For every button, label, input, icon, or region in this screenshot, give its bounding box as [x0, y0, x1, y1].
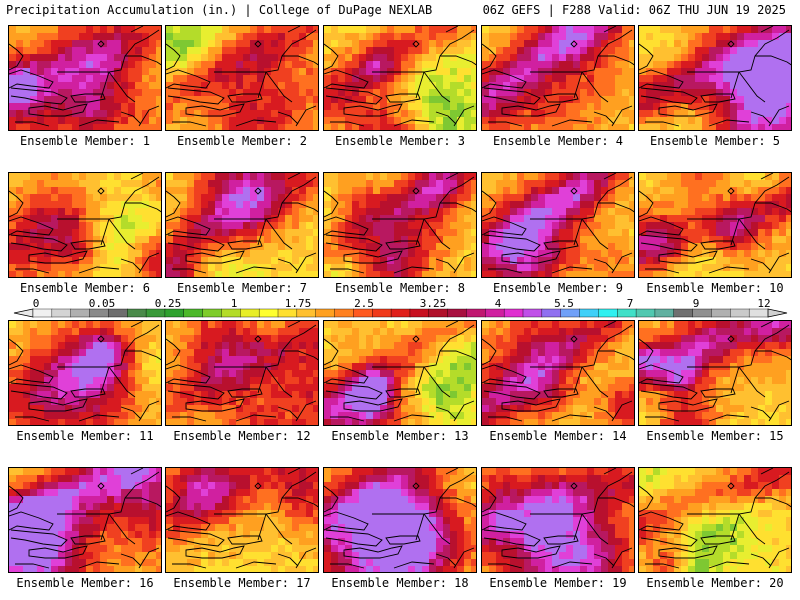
ensemble-member-label: Ensemble Member: 7: [176, 281, 308, 295]
colorbar-tick-label: 5.5: [554, 297, 574, 310]
colorbar-bin: [409, 308, 430, 318]
colorbar-bin: [108, 308, 128, 318]
ensemble-member-label: Ensemble Member: 19: [489, 576, 627, 590]
colorbar-bin: [258, 308, 279, 318]
ensemble-member-map: [323, 172, 477, 278]
ensemble-member-map: [165, 467, 319, 573]
colorbar-scale: [13, 308, 788, 318]
ensemble-member-label: Ensemble Member: 12: [173, 429, 311, 443]
colorbar-bin: [240, 308, 260, 318]
colorbar: 0 0.05 0.25 1 1.75 2.5 3.25 4 5.5 7 9 12: [0, 297, 800, 321]
ensemble-member-label: Ensemble Member: 2: [176, 134, 308, 148]
colorbar-bin: [315, 308, 336, 318]
ensemble-member-label: Ensemble Member: 8: [334, 281, 466, 295]
colorbar-bin: [673, 308, 694, 318]
ensemble-member-label: Ensemble Member: 11: [16, 429, 154, 443]
ensemble-member-map: [323, 467, 477, 573]
ensemble-member-label: Ensemble Member: 9: [492, 281, 624, 295]
ensemble-member-label: Ensemble Member: 5: [649, 134, 781, 148]
ensemble-member-map: [638, 467, 792, 573]
colorbar-bin: [127, 308, 147, 318]
page-title: Precipitation Accumulation (in.) | Colle…: [6, 3, 433, 17]
ensemble-member-map: [165, 320, 319, 426]
ensemble-member-map: [638, 172, 792, 278]
colorbar-bin: [277, 308, 298, 318]
colorbar-bin: [654, 308, 675, 318]
ensemble-member-map: [8, 25, 162, 131]
colorbar-tick-label: 3.25: [419, 297, 447, 310]
colorbar-bin: [711, 308, 731, 318]
ensemble-member-label: Ensemble Member: 3: [334, 134, 466, 148]
ensemble-member-map: [638, 25, 792, 131]
colorbar-bin: [560, 308, 581, 318]
ensemble-member-map: [165, 172, 319, 278]
ensemble-member-label: Ensemble Member: 1: [19, 134, 151, 148]
ensemble-member-map: [481, 467, 635, 573]
ensemble-member-label: Ensemble Member: 4: [492, 134, 624, 148]
colorbar-arrow-right: [767, 308, 788, 318]
colorbar-bin: [164, 308, 185, 318]
colorbar-tick-label: 0: [32, 297, 40, 310]
ensemble-member-label: Ensemble Member: 18: [331, 576, 469, 590]
colorbar-bin: [51, 308, 72, 318]
colorbar-bin: [145, 308, 166, 318]
ensemble-member-label: Ensemble Member: 20: [646, 576, 784, 590]
colorbar-tick-label: 0.25: [154, 297, 182, 310]
colorbar-tick-label: 7: [626, 297, 634, 310]
ensemble-member-map: [8, 172, 162, 278]
colorbar-tick-label: 1.75: [284, 297, 312, 310]
colorbar-bin: [183, 308, 204, 318]
ensemble-member-map: [323, 25, 477, 131]
colorbar-bin: [353, 308, 373, 318]
colorbar-bin: [748, 308, 769, 318]
colorbar-bin: [372, 308, 392, 318]
colorbar-bin: [296, 308, 317, 318]
colorbar-bin: [522, 308, 543, 318]
colorbar-bin: [617, 308, 637, 318]
ensemble-member-label: Ensemble Member: 16: [16, 576, 154, 590]
ensemble-member-label: Ensemble Member: 13: [331, 429, 469, 443]
colorbar-tick-label: 0.05: [88, 297, 116, 310]
colorbar-bin: [541, 308, 562, 318]
ensemble-member-label: Ensemble Member: 6: [19, 281, 151, 295]
ensemble-member-map: [638, 320, 792, 426]
colorbar-bin: [89, 308, 109, 318]
ensemble-member-label: Ensemble Member: 17: [173, 576, 311, 590]
colorbar-arrow-left: [13, 308, 34, 318]
colorbar-bin: [428, 308, 449, 318]
colorbar-tick-label: 4: [494, 297, 502, 310]
ensemble-member-label: Ensemble Member: 15: [646, 429, 784, 443]
colorbar-tick-label: 9: [692, 297, 700, 310]
ensemble-member-label: Ensemble Member: 10: [646, 281, 784, 295]
colorbar-bin: [598, 308, 618, 318]
colorbar-tick-label: 12: [757, 297, 771, 310]
colorbar-bin: [202, 308, 222, 318]
colorbar-bin: [221, 308, 241, 318]
colorbar-bin: [447, 308, 467, 318]
colorbar-tick-label: 2.5: [354, 297, 374, 310]
colorbar-bin: [32, 308, 53, 318]
colorbar-bin: [635, 308, 656, 318]
run-valid-time: 06Z GEFS | F288 Valid: 06Z THU JUN 19 20…: [482, 3, 786, 17]
colorbar-bin: [692, 308, 712, 318]
ensemble-member-map: [8, 320, 162, 426]
ensemble-member-map: [8, 467, 162, 573]
ensemble-member-map: [481, 320, 635, 426]
ensemble-member-map: [481, 25, 635, 131]
colorbar-bin: [503, 308, 524, 318]
colorbar-bin: [334, 308, 354, 318]
colorbar-bin: [730, 308, 750, 318]
colorbar-bin: [579, 308, 599, 318]
colorbar-bin: [390, 308, 411, 318]
ensemble-member-map: [481, 172, 635, 278]
colorbar-bin: [466, 308, 486, 318]
colorbar-tick-label: 1: [230, 297, 238, 310]
colorbar-bin: [485, 308, 505, 318]
ensemble-member-label: Ensemble Member: 14: [489, 429, 627, 443]
colorbar-bin: [70, 308, 91, 318]
ensemble-member-map: [323, 320, 477, 426]
ensemble-member-map: [165, 25, 319, 131]
